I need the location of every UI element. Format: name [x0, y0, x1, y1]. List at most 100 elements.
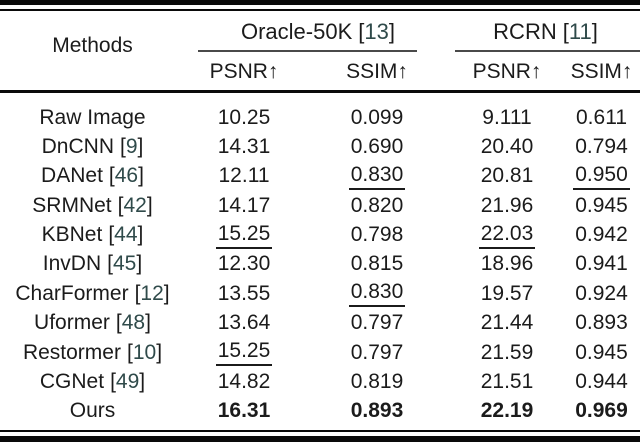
citation-link[interactable]: 48	[121, 311, 146, 335]
metric-value: 21.44	[480, 311, 534, 335]
citation-bracket-open: [	[115, 311, 122, 335]
citation-link[interactable]: 11	[568, 19, 592, 44]
metric-value: 9.111	[482, 105, 532, 129]
metric-value: 0.815	[350, 252, 404, 276]
method-cell: Uformer [48]	[0, 311, 185, 335]
value-cell: 22.03	[451, 222, 563, 249]
metric-value: 12.11	[218, 164, 270, 188]
citation-bracket-close: ]	[137, 223, 144, 247]
citation-bracket-open: [	[107, 252, 113, 276]
dataset-name-oracle: Oracle-50K	[240, 19, 353, 44]
citation-bracket-close: ]	[145, 311, 151, 335]
citation: [49]	[110, 370, 145, 393]
top-rule-thick	[0, 0, 640, 5]
method-name: Restormer	[22, 340, 121, 364]
method-name: DANet	[41, 164, 103, 188]
value-cell: 0.893	[563, 311, 640, 335]
value-cell: 0.969	[563, 399, 640, 423]
citation-bracket-close: ]	[139, 369, 146, 393]
metric-value: 14.31	[217, 135, 271, 159]
method-name: CharFormer	[15, 281, 129, 305]
header-rule	[0, 90, 640, 93]
table-row: CGNet [49] 14.82 0.819 21.51 0.944	[0, 367, 640, 396]
value-cell: 0.945	[563, 194, 640, 218]
metric-value: 18.96	[480, 252, 534, 276]
value-cell: 0.611	[563, 106, 640, 130]
oracle-group-rule	[198, 50, 417, 52]
value-cell: 0.944	[563, 370, 640, 394]
value-cell: 18.96	[451, 252, 563, 276]
metric-value: 21.51	[480, 369, 534, 393]
header-rcrn-ssim: SSIM↑	[570, 60, 633, 83]
citation-link[interactable]: 49	[115, 369, 140, 393]
citation-link[interactable]: 44	[114, 223, 138, 247]
method-cell: CGNet [49]	[0, 370, 185, 394]
value-cell: 0.815	[303, 252, 451, 276]
table-row: DnCNN [9] 14.31 0.690 20.40 0.794	[0, 132, 640, 161]
group-header-rcrn: RCRN [11]	[451, 17, 640, 47]
table-row: SRMNet [42] 14.17 0.820 21.96 0.945	[0, 191, 640, 220]
metric-value: 0.830	[348, 163, 406, 190]
header-oracle-ssim: SSIM↑	[346, 60, 408, 83]
value-cell: 0.950	[563, 163, 640, 190]
citation-link[interactable]: 42	[123, 193, 147, 217]
metric-value: 0.945	[575, 340, 628, 364]
citation-link[interactable]: 10	[132, 340, 157, 364]
metric-value: 14.17	[217, 193, 271, 217]
value-cell: 0.945	[563, 341, 640, 365]
metric-value: 0.950	[573, 163, 630, 190]
value-cell: 0.893	[303, 399, 451, 423]
citation: [13]	[358, 19, 395, 44]
citation-link[interactable]: 45	[113, 252, 137, 276]
method-cell: Ours	[0, 399, 185, 423]
metric-value: 22.03	[478, 222, 536, 249]
value-cell: 10.25	[185, 106, 303, 130]
value-cell: 19.57	[451, 282, 563, 306]
method-name: SRMNet	[32, 193, 112, 217]
table-row: CharFormer [12] 13.55 0.830 19.57 0.924	[0, 279, 640, 308]
value-cell: 20.40	[451, 135, 563, 159]
metric-value: 15.25	[215, 222, 273, 249]
method-name: DnCNN	[41, 135, 114, 159]
citation-bracket-open: [	[108, 223, 115, 247]
value-cell: 16.31	[185, 399, 303, 423]
metric-value: 0.797	[350, 311, 404, 335]
citation: [10]	[127, 341, 162, 364]
value-cell: 14.17	[185, 194, 303, 218]
citation-bracket-close: ]	[156, 340, 163, 364]
value-cell: 12.11	[185, 164, 303, 188]
metric-value: 0.819	[350, 369, 404, 393]
method-cell: DANet [46]	[0, 164, 185, 188]
value-cell: 9.111	[451, 106, 563, 130]
citation-link[interactable]: 9	[125, 135, 138, 159]
header-oracle-psnr: PSNR↑	[209, 60, 279, 83]
citation-bracket-close: ]	[138, 164, 144, 188]
citation: [48]	[116, 311, 151, 334]
metric-value: 0.944	[575, 369, 628, 393]
table-row: Ours 16.31 0.893 22.19 0.969	[0, 397, 640, 426]
citation: [45]	[107, 252, 142, 275]
metric-value: 0.611	[576, 105, 627, 129]
metric-value: 14.82	[217, 369, 271, 393]
value-cell: 13.55	[185, 282, 303, 306]
value-cell: 0.820	[303, 194, 451, 218]
metric-header-spacer	[0, 57, 185, 87]
value-cell: 0.797	[303, 311, 451, 335]
citation-link[interactable]: 13	[364, 19, 389, 44]
method-cell: Restormer [10]	[0, 341, 185, 365]
metric-value: 0.893	[575, 311, 628, 335]
method-cell: InvDN [45]	[0, 252, 185, 276]
group-header-oracle-50k: Oracle-50K [13]	[185, 17, 451, 47]
column-header-methods: Methods	[52, 34, 133, 57]
method-cell: DnCNN [9]	[0, 135, 185, 159]
method-name: Ours	[69, 399, 116, 423]
citation-link[interactable]: 12	[140, 281, 164, 305]
citation-link[interactable]: 46	[114, 164, 139, 188]
value-cell: 0.924	[563, 282, 640, 306]
metric-value: 20.81	[480, 164, 534, 188]
citation-bracket-close: ]	[137, 135, 144, 159]
dataset-name-rcrn: RCRN	[493, 19, 557, 44]
value-cell: 21.44	[451, 311, 563, 335]
citation-bracket-close: ]	[591, 19, 598, 44]
